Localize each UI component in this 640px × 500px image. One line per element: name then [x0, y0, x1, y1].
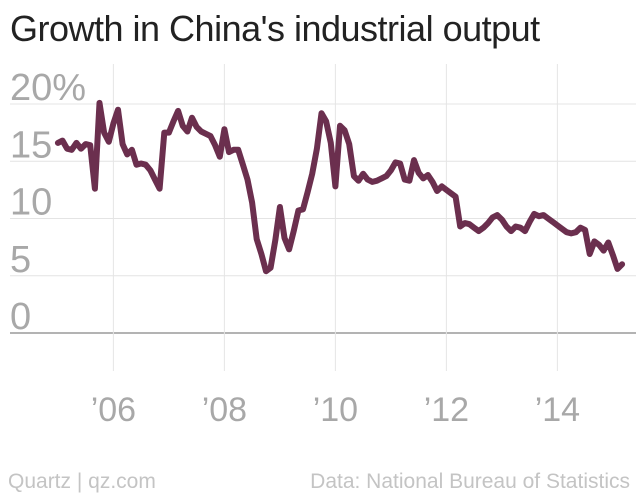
grid-lines	[10, 64, 636, 371]
y-tick-label: 10	[10, 182, 52, 224]
y-tick-label: 20%	[10, 67, 86, 109]
x-axis-ticks: ’06 ’08 ’10 ’12 ’14	[91, 391, 580, 429]
x-tick-label: ’14	[535, 391, 580, 429]
footer-credit: Quartz | qz.com	[8, 470, 156, 493]
series-line-industrial-output	[54, 99, 626, 275]
footer-source: Data: National Bureau of Statistics	[310, 470, 630, 493]
y-tick-label: 15	[10, 124, 52, 166]
y-tick-label: 5	[10, 239, 31, 281]
x-tick-label: ’06	[91, 391, 136, 429]
y-axis-ticks: 0 5 10 15 20%	[10, 67, 86, 338]
x-tick-label: ’10	[313, 391, 358, 429]
chart-title: Growth in China's industrial output	[10, 8, 540, 49]
x-tick-label: ’08	[202, 391, 247, 429]
x-tick-label: ’12	[424, 391, 469, 429]
y-tick-label: 0	[10, 296, 31, 338]
